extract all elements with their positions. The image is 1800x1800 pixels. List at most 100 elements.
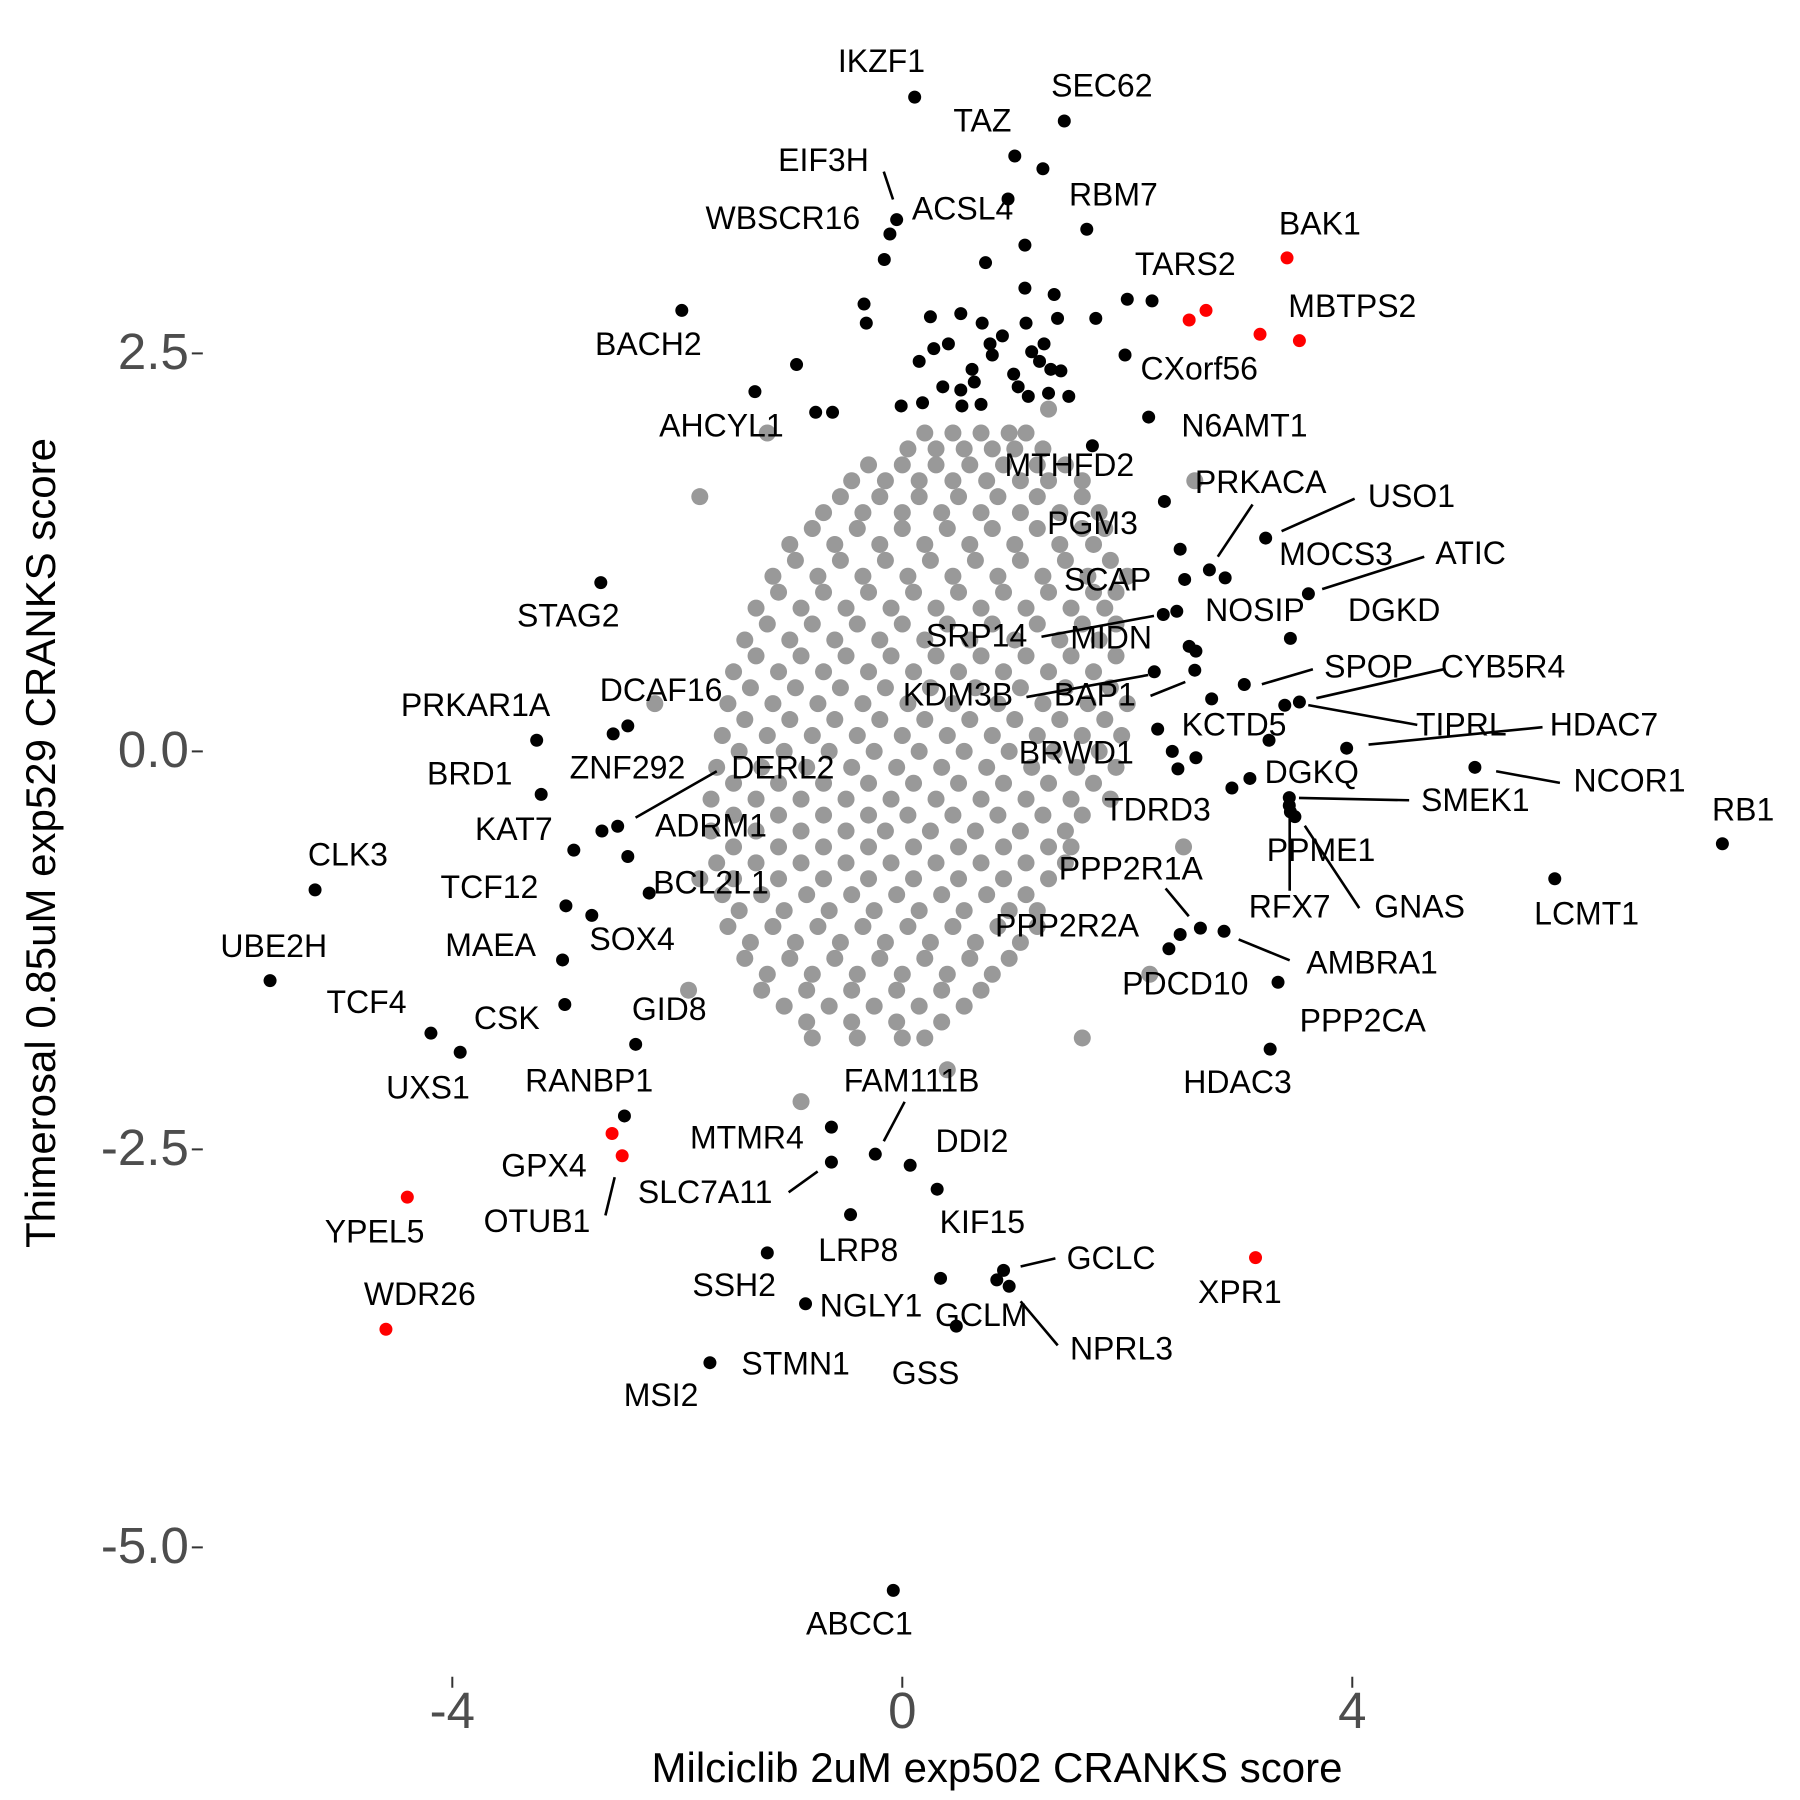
point [809,695,827,713]
point [1118,567,1136,585]
labeled-point [629,1037,643,1051]
point [815,870,833,888]
point-label: TARS2 [1135,246,1236,282]
point [809,918,827,936]
point [1000,424,1018,442]
point-label: GPX4 [501,1147,586,1183]
point-label: GID8 [632,991,707,1027]
point [815,504,833,522]
point [1051,711,1069,729]
leader-line [1316,667,1445,700]
point-label: EIF3H [778,142,869,178]
point [831,933,849,951]
point [936,380,950,394]
point [1017,790,1035,808]
point [1034,806,1052,824]
point [955,399,969,413]
point [1056,854,1074,872]
point [1062,599,1080,617]
point-label: NGLY1 [820,1288,923,1324]
point [826,405,840,419]
point [1028,520,1046,538]
point [1033,354,1047,368]
labeled-point [886,1583,900,1597]
point [989,567,1007,585]
point [1040,472,1058,490]
point-label: MIDN [1070,620,1152,656]
leader-line [1020,1257,1056,1268]
labeled-point [263,974,277,988]
labeled-point [595,824,609,838]
point [820,997,838,1015]
point [790,358,804,372]
point [1073,488,1091,506]
point [854,695,872,713]
point [1037,337,1051,351]
point-label: SMEK1 [1421,782,1529,818]
point [1107,583,1125,601]
point [899,806,917,824]
point [910,902,928,920]
point [882,647,900,665]
point [983,726,1001,744]
point [1068,758,1086,776]
points-layer [263,90,1729,1597]
point [1036,162,1050,176]
point [961,456,979,474]
point [972,790,990,808]
point [1028,456,1046,474]
point [1006,440,1024,458]
point-label: RB1 [1712,791,1774,827]
point [758,615,776,633]
labeled-point [1173,927,1187,941]
point [933,758,951,776]
point [770,583,788,601]
point [843,758,861,776]
y-axis-title: Thimerosal 0.85uM exp529 CRANKS score [17,438,64,1248]
point-label: MAEA [445,927,536,963]
point-label: DGKQ [1265,754,1359,790]
point [1011,679,1029,697]
labeled-point [1468,760,1482,774]
point [905,838,923,856]
point [975,316,989,330]
point [792,1093,810,1111]
labeled-point [1218,571,1232,585]
point [1253,327,1267,341]
point-label: SCAP [1064,562,1151,598]
point-label: BCL2L1 [653,864,769,900]
point [848,1029,866,1047]
labeled-point [1193,921,1207,935]
point-label: KAT7 [475,811,553,847]
point [736,631,754,649]
point [843,1013,861,1031]
point [1118,695,1136,713]
labeled-point [534,787,548,801]
labeled-point [824,1155,838,1169]
point-label: CXorf56 [1141,351,1258,387]
leader-line [1281,497,1356,533]
labeled-point [642,886,656,900]
point [1045,742,1063,760]
point [927,854,945,872]
point [899,440,917,458]
point [848,615,866,633]
point [781,631,799,649]
labeled-point [844,1208,858,1222]
point [893,456,911,474]
point [1096,520,1114,538]
point-label: RBM7 [1069,177,1158,213]
point [848,726,866,744]
labeled-point [1165,744,1179,758]
point [955,440,973,458]
point [826,535,844,553]
point [989,488,1007,506]
point [941,337,955,351]
labeled-point [890,213,904,227]
point [725,806,743,824]
point-label: TDRD3 [1104,791,1211,827]
point [972,647,990,665]
point [995,870,1013,888]
point [741,933,759,951]
point-label: CYB5R4 [1441,649,1566,685]
